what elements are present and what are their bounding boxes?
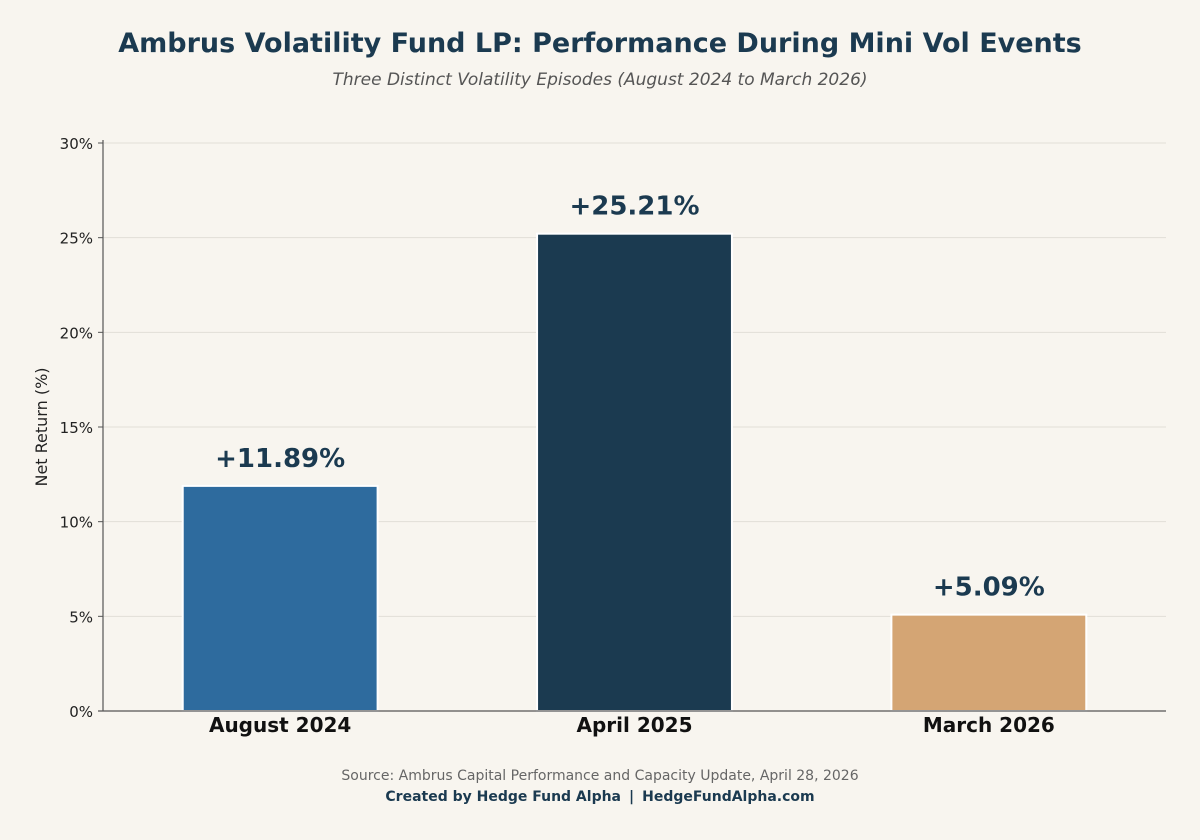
bar [890,613,1088,712]
chart-subtitle: Three Distinct Volatility Episodes (Augu… [332,70,868,90]
bar [536,232,733,712]
y-tick-label: 30% [60,135,93,153]
bar [181,484,379,712]
y-axis-label: Net Return (%) [32,367,51,486]
data-label: +11.89% [215,444,345,474]
credit-separator: | [629,789,635,805]
y-tick-label: 5% [69,608,93,626]
data-label: +25.21% [569,192,699,222]
x-tick-label: March 2026 [923,713,1055,737]
credit-name: Created by Hedge Fund Alpha [385,789,622,805]
y-tick-label: 15% [60,419,93,437]
y-tick-label: 25% [60,230,93,248]
source-note: Source: Ambrus Capital Performance and C… [341,768,859,784]
x-tick-label: April 2025 [577,713,693,737]
credit-site: HedgeFundAlpha.com [642,789,815,805]
data-label: +5.09% [933,573,1045,603]
x-tick-label: August 2024 [209,713,351,737]
y-tick-label: 10% [60,514,93,532]
chart-title: Ambrus Volatility Fund LP: Performance D… [118,28,1082,59]
y-tick-label: 20% [60,324,93,342]
credit-line: Created by Hedge Fund Alpha | HedgeFundAlp… [0,789,1200,805]
y-tick-label: 0% [69,703,93,721]
